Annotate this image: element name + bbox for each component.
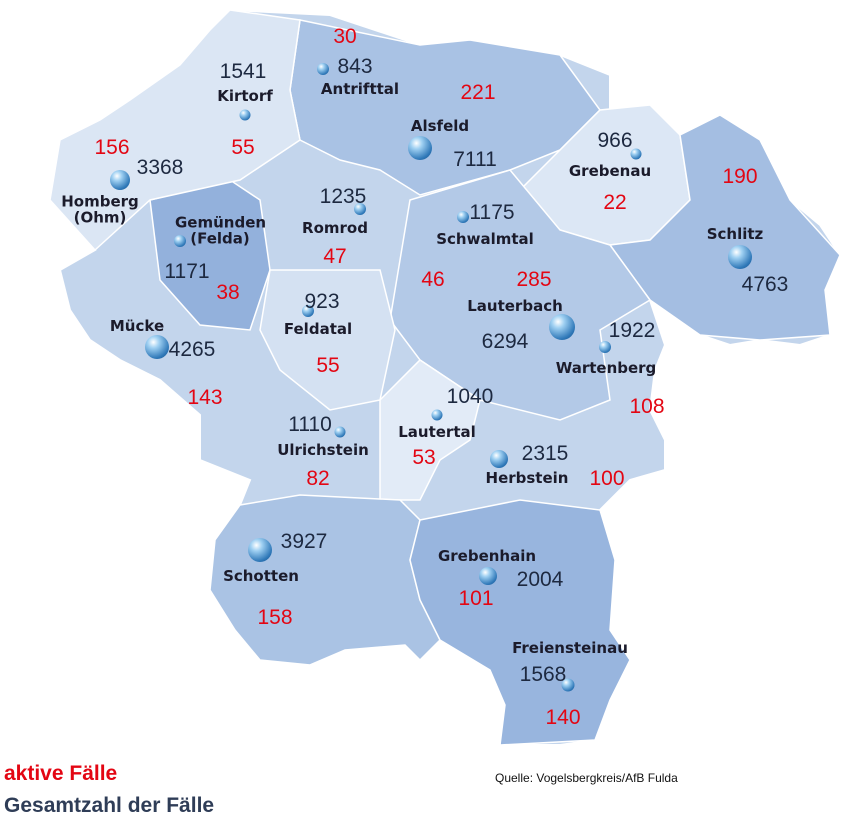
- town-name: Lautertal: [398, 423, 476, 442]
- town-marker: [354, 203, 366, 215]
- town-name: Schotten: [223, 567, 299, 586]
- total-cases: 2315: [521, 441, 569, 465]
- total-cases: 1110: [288, 412, 332, 436]
- town-marker: [549, 314, 575, 340]
- town-marker: [561, 678, 575, 692]
- total-cases: 1922: [608, 318, 656, 342]
- town-name: Kirtorf: [217, 87, 273, 106]
- total-cases: 6294: [481, 329, 529, 353]
- town-name: Wartenberg: [555, 359, 657, 378]
- region: [608, 114, 841, 341]
- active-cases: 46: [421, 267, 445, 291]
- total-cases: 2004: [516, 567, 564, 591]
- town-name: Ulrichstein: [277, 441, 369, 460]
- active-cases: 47: [323, 244, 347, 268]
- town-marker: [302, 305, 314, 317]
- town-marker: [599, 341, 611, 353]
- total-cases: 923: [304, 289, 340, 313]
- total-cases: 966: [597, 128, 633, 152]
- town-name: Schlitz: [706, 225, 764, 244]
- region: [259, 269, 396, 411]
- active-cases: 156: [94, 135, 130, 159]
- region: [409, 499, 631, 746]
- town-name: Grebenau: [568, 162, 652, 181]
- total-cases: 1235: [319, 184, 367, 208]
- legend-total: Gesamtzahl der Fälle: [4, 794, 215, 817]
- town-marker: [728, 245, 752, 269]
- region: [149, 179, 271, 331]
- town-marker: [408, 136, 432, 160]
- total-cases: 1541: [219, 59, 267, 83]
- active-cases: 55: [231, 135, 255, 159]
- active-cases: 190: [722, 164, 758, 188]
- town-marker: [630, 148, 642, 160]
- total-cases: 7111: [453, 147, 497, 171]
- active-cases: 100: [589, 466, 625, 490]
- active-cases: 53: [412, 445, 436, 469]
- region: [49, 9, 301, 252]
- town-marker: [479, 567, 497, 585]
- legend-active: aktive Fälle: [4, 762, 118, 785]
- town-name: Feldatal: [283, 320, 353, 339]
- active-cases: 82: [306, 466, 330, 490]
- active-cases: 101: [458, 586, 494, 610]
- town-marker: [431, 409, 443, 421]
- town-name: Alsfeld: [410, 117, 470, 136]
- town-name: Lauterbach: [467, 297, 563, 316]
- town-marker: [490, 450, 508, 468]
- total-cases: 843: [337, 54, 373, 78]
- town-marker: [457, 211, 469, 223]
- active-cases: 158: [257, 605, 293, 629]
- town-marker: [239, 109, 251, 121]
- district-map: [48, 8, 842, 746]
- town-marker: [174, 235, 186, 247]
- source-note: Quelle: Vogelsbergkreis/AfB Fulda: [495, 771, 678, 785]
- active-cases: 221: [460, 80, 496, 104]
- town-name: Mücke: [109, 317, 165, 336]
- total-cases: 1175: [469, 200, 515, 224]
- town-name: Schwalmtal: [436, 230, 534, 249]
- town-marker: [145, 335, 169, 359]
- active-cases: 22: [603, 190, 627, 214]
- total-cases: 4265: [168, 337, 216, 361]
- town-name: Homberg (Ohm): [61, 192, 139, 226]
- town-name: Grebenhain: [437, 547, 537, 566]
- total-cases: 3927: [280, 529, 328, 553]
- active-cases: 140: [545, 705, 581, 729]
- town-marker: [110, 170, 130, 190]
- town-name: Freiensteinau: [512, 639, 628, 658]
- town-name: Romrod: [302, 219, 368, 238]
- active-cases: 30: [333, 24, 357, 48]
- town-marker: [334, 426, 346, 438]
- total-cases: 3368: [136, 155, 184, 179]
- active-cases: 38: [216, 280, 240, 304]
- active-cases: 143: [187, 385, 223, 409]
- active-cases: 108: [629, 394, 665, 418]
- total-cases: 4763: [741, 272, 789, 296]
- town-name: Antrifttal: [320, 80, 400, 99]
- town-marker: [317, 63, 329, 75]
- town-name: Herbstein: [485, 469, 569, 488]
- region: [209, 494, 441, 666]
- town-marker: [248, 538, 272, 562]
- active-cases: 55: [316, 353, 340, 377]
- total-cases: 1040: [446, 384, 494, 408]
- total-cases: 1171: [164, 259, 210, 283]
- active-cases: 285: [516, 267, 552, 291]
- total-cases: 1568: [519, 662, 567, 686]
- town-name: Gemünden (Felda): [175, 213, 267, 247]
